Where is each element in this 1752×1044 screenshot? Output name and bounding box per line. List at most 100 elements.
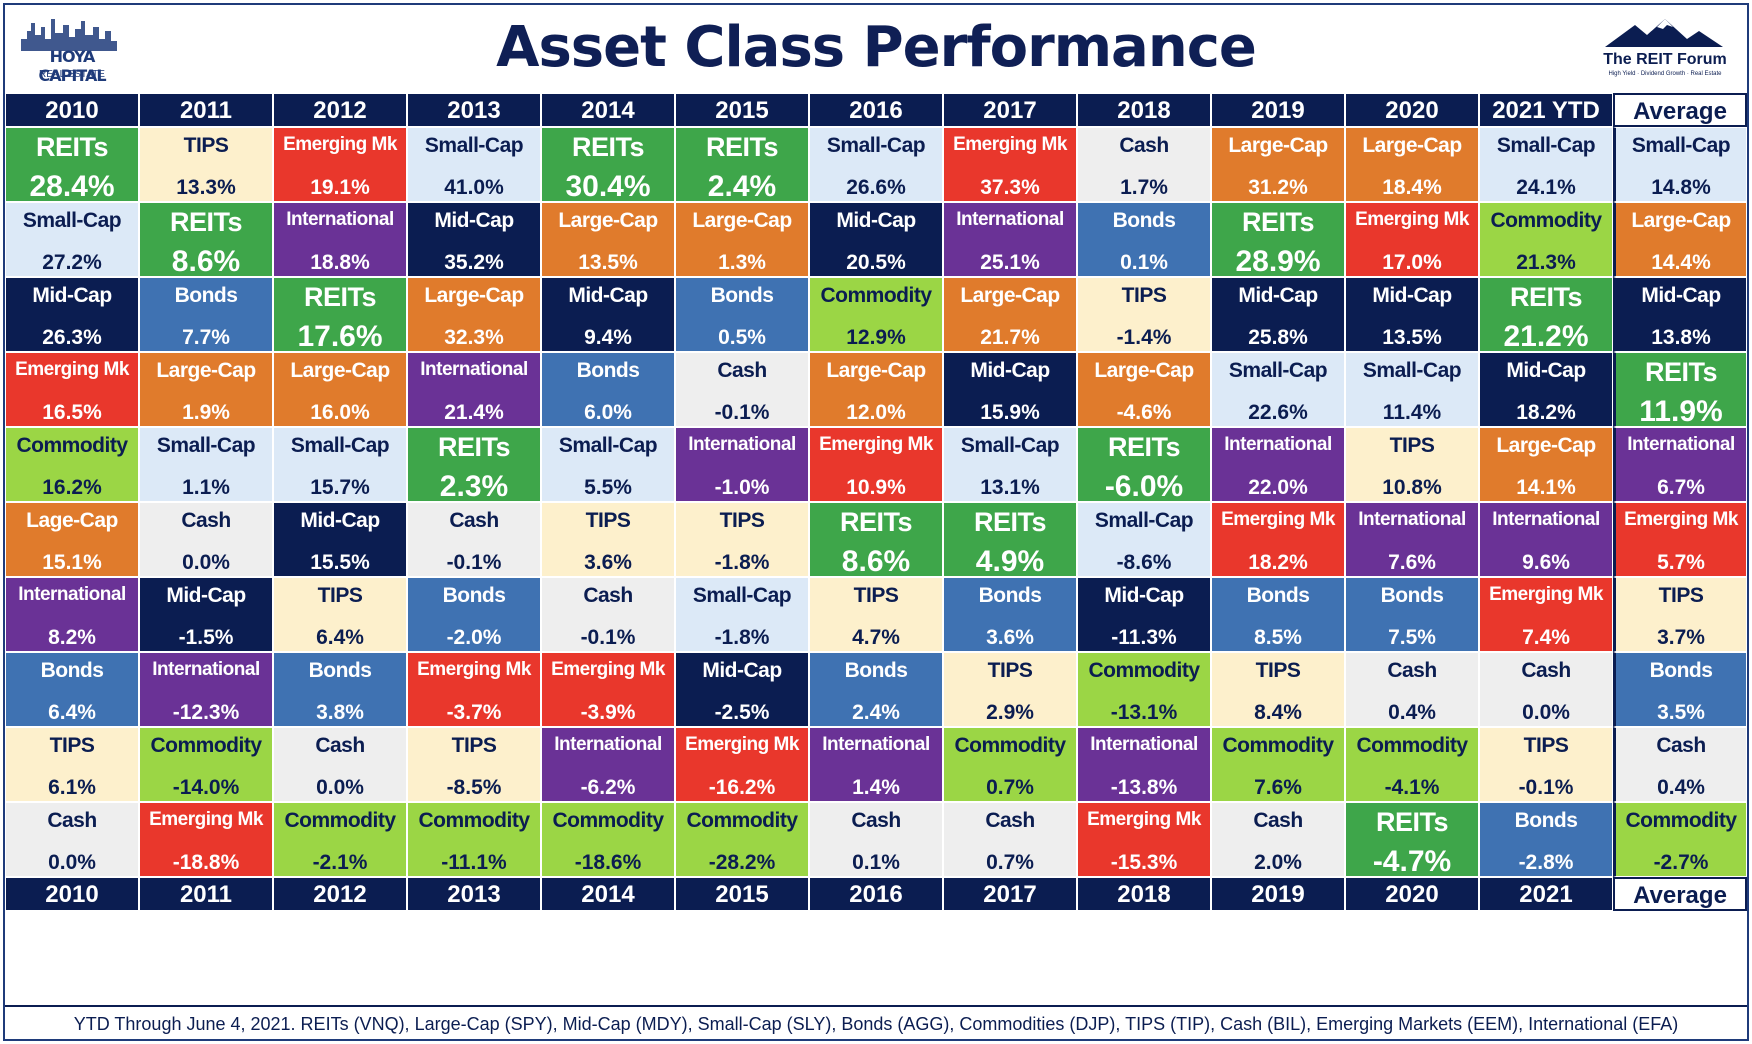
asset-cell: Large-Cap 21.7% xyxy=(943,277,1077,352)
asset-return: -2.0% xyxy=(446,626,502,649)
year-header-9: 2019 xyxy=(1211,93,1345,127)
asset-name: Commodity xyxy=(150,734,263,757)
asset-return: 2.4% xyxy=(707,170,777,202)
asset-cell: Small-Cap 11.4% xyxy=(1345,352,1479,427)
asset-cell: Small-Cap -8.6% xyxy=(1077,502,1211,577)
logo-right-line2: High Yield · Dividend Growth · Real Esta… xyxy=(1608,71,1722,77)
asset-name: Commodity xyxy=(16,434,129,457)
logo-right-line1: The REIT Forum xyxy=(1603,51,1727,68)
asset-name: TIPS xyxy=(451,734,497,757)
asset-name: Mid-Cap xyxy=(1506,359,1586,382)
asset-cell: Mid-Cap 26.3% xyxy=(5,277,139,352)
asset-return: 26.3% xyxy=(42,326,102,349)
asset-name: Cash xyxy=(1387,659,1437,682)
asset-cell: Cash 2.0% xyxy=(1211,802,1345,877)
asset-cell: TIPS -0.1% xyxy=(1479,727,1613,802)
asset-cell: Cash 0.7% xyxy=(943,802,1077,877)
asset-return: 11.4% xyxy=(1382,401,1442,424)
asset-return: -0.1% xyxy=(580,626,636,649)
year-header-7: 2017 xyxy=(943,93,1077,127)
asset-cell: TIPS 13.3% xyxy=(139,127,273,202)
asset-return: 41.0% xyxy=(444,176,504,199)
asset-return: 32.3% xyxy=(444,326,504,349)
asset-name: Cash xyxy=(1253,809,1303,832)
asset-return: 25.8% xyxy=(1248,326,1308,349)
asset-return: 3.6% xyxy=(584,551,632,574)
asset-name: Small-Cap xyxy=(826,134,926,157)
asset-return: 0.0% xyxy=(182,551,230,574)
asset-return: -1.8% xyxy=(714,626,770,649)
asset-return: 0.4% xyxy=(1657,776,1705,799)
asset-name: REITs xyxy=(437,432,511,462)
asset-name: International xyxy=(822,734,930,755)
asset-cell: International 7.6% xyxy=(1345,502,1479,577)
asset-cell: International 21.4% xyxy=(407,352,541,427)
asset-return: 21.2% xyxy=(1503,320,1589,352)
asset-return: 0.1% xyxy=(1120,251,1168,274)
asset-name: TIPS xyxy=(1255,659,1301,682)
asset-cell: Mid-Cap 13.5% xyxy=(1345,277,1479,352)
asset-name: Mid-Cap xyxy=(970,359,1050,382)
asset-cell: Bonds 8.5% xyxy=(1211,577,1345,652)
asset-name: Emerging Mk xyxy=(15,359,129,380)
asset-cell: TIPS 3.7% xyxy=(1613,577,1747,652)
asset-return: 7.4% xyxy=(1522,626,1570,649)
asset-cell: Commodity -4.1% xyxy=(1345,727,1479,802)
asset-cell: REITs 17.6% xyxy=(273,277,407,352)
asset-name: REITs xyxy=(1375,807,1449,837)
asset-return: -4.6% xyxy=(1116,401,1172,424)
asset-name: Commodity xyxy=(418,809,531,832)
asset-name: REITs xyxy=(35,132,109,162)
asset-return: 18.2% xyxy=(1248,551,1308,574)
asset-name: Cash xyxy=(181,509,231,532)
asset-name: TIPS xyxy=(853,584,899,607)
asset-cell: Mid-Cap 25.8% xyxy=(1211,277,1345,352)
asset-return: 15.5% xyxy=(310,551,370,574)
asset-return: 2.0% xyxy=(1254,851,1302,874)
asset-cell: Cash 0.0% xyxy=(1479,652,1613,727)
asset-cell: Bonds 3.5% xyxy=(1613,652,1747,727)
asset-cell: International 1.4% xyxy=(809,727,943,802)
asset-name: International xyxy=(152,659,260,680)
asset-return: 7.7% xyxy=(182,326,230,349)
asset-name: Cash xyxy=(449,509,499,532)
hoya-capital-logo: HOYA CAPITAL REAL ESTATE xyxy=(17,13,127,91)
asset-cell: REITs 30.4% xyxy=(541,127,675,202)
asset-name: Commodity xyxy=(284,809,397,832)
asset-name: Small-Cap xyxy=(290,434,390,457)
logo-left-line2: REAL ESTATE xyxy=(39,69,105,80)
asset-name: Commodity xyxy=(1356,734,1469,757)
asset-return: -2.5% xyxy=(714,701,770,724)
asset-name: Cash xyxy=(717,359,767,382)
year-header-4: 2014 xyxy=(541,93,675,127)
asset-return: 4.9% xyxy=(975,545,1045,577)
year-header-1: 2011 xyxy=(139,93,273,127)
asset-name: Small-Cap xyxy=(1631,134,1731,157)
asset-return: 3.5% xyxy=(1657,701,1705,724)
asset-name: Bonds xyxy=(308,659,372,682)
asset-return: 18.4% xyxy=(1382,176,1442,199)
asset-cell: Bonds 3.8% xyxy=(273,652,407,727)
asset-cell: REITs 2.4% xyxy=(675,127,809,202)
asset-cell: Commodity -11.1% xyxy=(407,802,541,877)
asset-name: Emerging Mk xyxy=(1221,509,1335,530)
asset-cell: REITs 28.9% xyxy=(1211,202,1345,277)
asset-cell: Large-Cap 14.4% xyxy=(1613,202,1747,277)
asset-name: REITs xyxy=(839,507,913,537)
asset-name: REITs xyxy=(303,282,377,312)
asset-return: 15.1% xyxy=(42,551,102,574)
asset-cell: Mid-Cap 9.4% xyxy=(541,277,675,352)
asset-return: 6.1% xyxy=(48,776,96,799)
asset-return: -1.4% xyxy=(1116,326,1172,349)
asset-name: Mid-Cap xyxy=(166,584,246,607)
asset-cell: Cash 0.1% xyxy=(809,802,943,877)
asset-name: Mid-Cap xyxy=(32,284,112,307)
asset-return: -4.7% xyxy=(1372,845,1452,877)
asset-cell: REITs 8.6% xyxy=(139,202,273,277)
asset-return: -1.0% xyxy=(714,476,770,499)
asset-return: -3.7% xyxy=(446,701,502,724)
asset-return: 1.7% xyxy=(1120,176,1168,199)
asset-return: 28.4% xyxy=(29,170,115,202)
asset-name: Lage-Cap xyxy=(26,509,118,532)
asset-cell: REITs 2.3% xyxy=(407,427,541,502)
